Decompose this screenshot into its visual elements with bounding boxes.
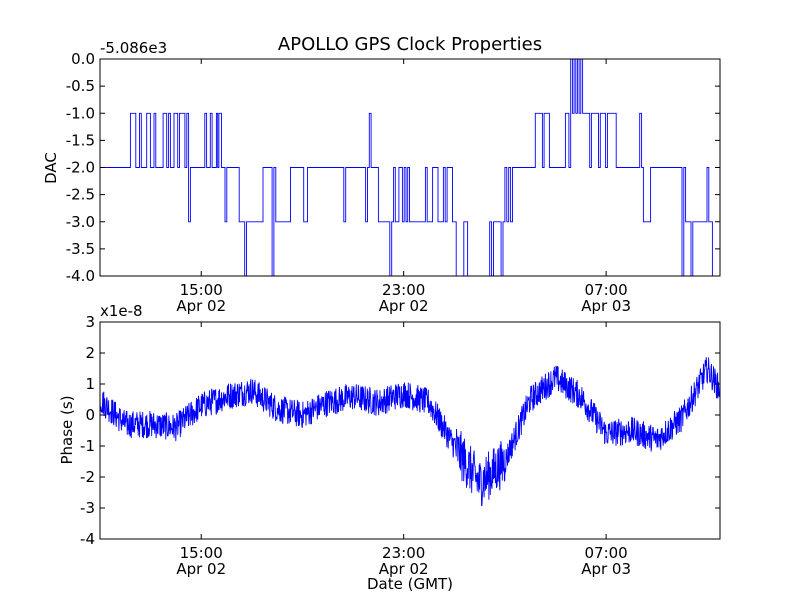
x-tick-label-date: Apr 02 <box>379 560 429 578</box>
dac-series <box>100 59 720 276</box>
x-tick-label-time: 07:00 <box>585 544 628 562</box>
x-tick-label-time: 23:00 <box>382 281 425 299</box>
x-tick-label-date: Apr 03 <box>581 560 631 578</box>
y-tick-label: -4.0 <box>66 267 95 285</box>
y-tick-label: -1.0 <box>66 104 95 122</box>
phase-y-axis-label: Phase (s) <box>58 395 76 464</box>
x-tick-label-time: 15:00 <box>180 281 223 299</box>
y-tick-label: 1 <box>85 375 95 393</box>
phase-offset-label: x1e-8 <box>100 302 143 320</box>
y-tick-label: -1.5 <box>66 131 95 149</box>
phase-series <box>100 357 720 507</box>
x-tick-label-date: Apr 02 <box>176 560 226 578</box>
y-tick-label: -3.5 <box>66 240 95 258</box>
x-tick-label-date: Apr 02 <box>379 297 429 315</box>
y-tick-label: -2 <box>80 468 95 486</box>
chart-title: APOLLO GPS Clock Properties <box>278 34 542 55</box>
dac-y-axis-label: DAC <box>42 152 60 184</box>
y-tick-label: -4 <box>80 530 95 548</box>
x-axis-label: Date (GMT) <box>367 575 453 593</box>
x-tick-label-time: 15:00 <box>180 544 223 562</box>
y-tick-label: 3 <box>85 313 95 331</box>
phase-line <box>100 357 720 507</box>
y-tick-label: -2.0 <box>66 159 95 177</box>
y-tick-label: -3 <box>80 499 95 517</box>
dac-axis-ticks: 0.0 -0.5 -1.0 -1.5 -2.0 -2.5 -3.0 -3.5 -4.0 15:00… <box>66 50 720 315</box>
y-tick-label: 0 <box>85 406 95 424</box>
y-tick-label: 0.0 <box>71 50 95 68</box>
y-tick-label: 2 <box>85 344 95 362</box>
y-tick-label: -3.0 <box>66 213 95 231</box>
y-tick-label: -1 <box>80 437 95 455</box>
x-tick-label-time: 23:00 <box>382 544 425 562</box>
phase-axes-frame <box>99 321 721 540</box>
y-tick-label: -2.5 <box>66 186 95 204</box>
x-tick-label-date: Apr 03 <box>581 297 631 315</box>
x-tick-label-date: Apr 02 <box>176 297 226 315</box>
dac-line <box>100 59 720 276</box>
dac-axes-frame <box>99 58 721 277</box>
y-tick-label: -0.5 <box>66 77 95 95</box>
dac-offset-label: -5.086e3 <box>100 39 167 57</box>
x-tick-label-time: 07:00 <box>585 281 628 299</box>
dac-panel: 0.0 -0.5 -1.0 -1.5 -2.0 -2.5 -3.0 -3.5 -4.0 15:00… <box>42 39 721 315</box>
